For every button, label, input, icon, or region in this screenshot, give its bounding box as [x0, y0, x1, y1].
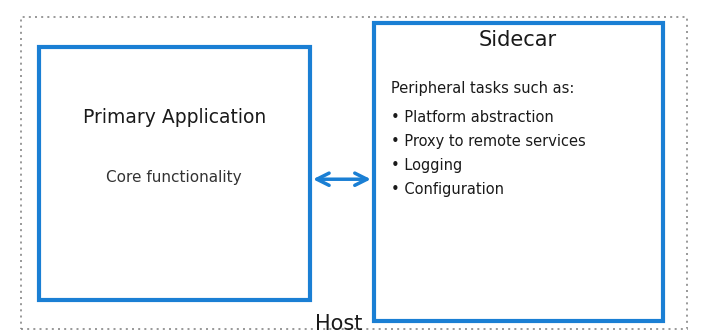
FancyArrowPatch shape [317, 173, 367, 185]
Bar [39, 47, 310, 300]
Bar [374, 23, 663, 321]
Text: Core functionality: Core functionality [106, 170, 242, 185]
Text: • Proxy to remote services: • Proxy to remote services [391, 134, 586, 149]
Text: Peripheral tasks such as:: Peripheral tasks such as: [391, 81, 575, 96]
Text: • Platform abstraction: • Platform abstraction [391, 110, 554, 125]
Text: • Configuration: • Configuration [391, 182, 504, 197]
Text: • Logging: • Logging [391, 158, 462, 173]
Text: Sidecar: Sidecar [479, 30, 557, 50]
Text: Host: Host [314, 314, 362, 334]
Text: Primary Application: Primary Application [82, 108, 266, 127]
